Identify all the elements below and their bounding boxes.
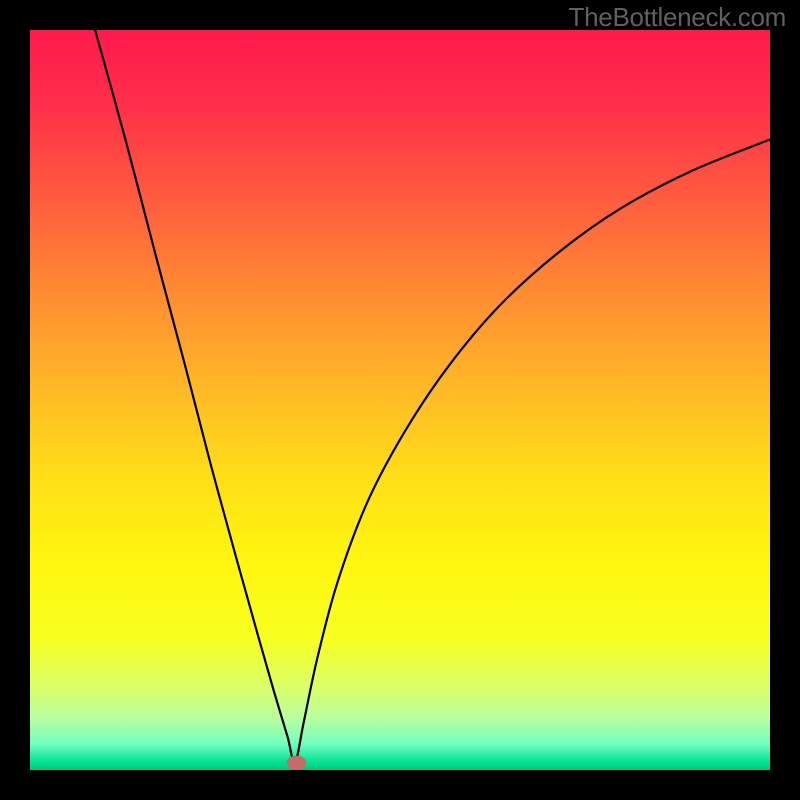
watermark-text: TheBottleneck.com [569, 2, 786, 33]
optimum-marker [286, 756, 306, 770]
bottleneck-chart [0, 0, 800, 800]
plot-background [30, 30, 770, 770]
chart-container: TheBottleneck.com [0, 0, 800, 800]
